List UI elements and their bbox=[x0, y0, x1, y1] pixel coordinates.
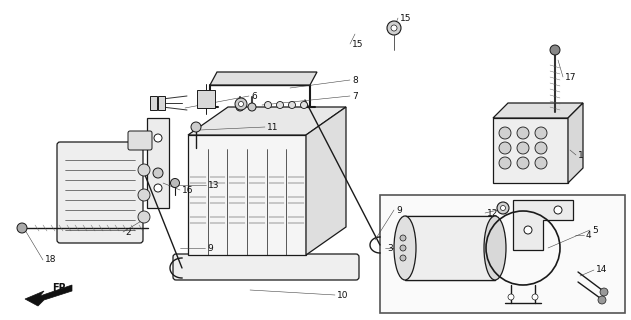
Circle shape bbox=[300, 101, 307, 108]
Text: 13: 13 bbox=[208, 180, 220, 189]
Circle shape bbox=[138, 211, 150, 223]
Circle shape bbox=[236, 103, 244, 111]
Circle shape bbox=[288, 101, 295, 108]
Polygon shape bbox=[405, 216, 495, 280]
Text: 1: 1 bbox=[578, 150, 584, 159]
Text: 5: 5 bbox=[592, 226, 598, 235]
Circle shape bbox=[532, 294, 538, 300]
Circle shape bbox=[138, 164, 150, 176]
Ellipse shape bbox=[394, 216, 416, 280]
Polygon shape bbox=[25, 285, 72, 306]
Circle shape bbox=[400, 245, 406, 251]
Ellipse shape bbox=[484, 216, 506, 280]
Circle shape bbox=[154, 134, 162, 142]
Text: 9: 9 bbox=[207, 244, 213, 252]
Circle shape bbox=[500, 205, 505, 211]
Text: 11: 11 bbox=[267, 123, 278, 132]
Circle shape bbox=[17, 223, 27, 233]
Text: 15: 15 bbox=[400, 13, 411, 22]
Polygon shape bbox=[306, 107, 346, 255]
Circle shape bbox=[535, 157, 547, 169]
Circle shape bbox=[154, 184, 162, 192]
Polygon shape bbox=[188, 107, 346, 135]
Circle shape bbox=[235, 98, 247, 110]
Circle shape bbox=[391, 25, 397, 31]
Circle shape bbox=[387, 21, 401, 35]
Circle shape bbox=[170, 179, 179, 188]
Polygon shape bbox=[158, 96, 165, 110]
Circle shape bbox=[138, 189, 150, 201]
Circle shape bbox=[191, 122, 201, 132]
Circle shape bbox=[550, 45, 560, 55]
Text: FR.: FR. bbox=[52, 283, 70, 293]
Text: 14: 14 bbox=[596, 266, 608, 275]
Text: 16: 16 bbox=[182, 186, 194, 195]
Circle shape bbox=[598, 296, 606, 304]
Text: 17: 17 bbox=[565, 73, 577, 82]
Polygon shape bbox=[210, 72, 317, 85]
Text: 3: 3 bbox=[387, 244, 392, 252]
Polygon shape bbox=[513, 200, 573, 250]
Circle shape bbox=[400, 235, 406, 241]
Circle shape bbox=[600, 288, 608, 296]
Circle shape bbox=[517, 142, 529, 154]
Text: 9: 9 bbox=[396, 205, 402, 214]
Text: 4: 4 bbox=[586, 230, 592, 239]
Circle shape bbox=[497, 202, 509, 214]
Text: 8: 8 bbox=[352, 76, 358, 84]
Polygon shape bbox=[150, 96, 157, 110]
Polygon shape bbox=[147, 118, 169, 208]
Text: 6: 6 bbox=[251, 92, 257, 100]
Circle shape bbox=[535, 127, 547, 139]
Polygon shape bbox=[188, 135, 306, 255]
Circle shape bbox=[499, 157, 511, 169]
Circle shape bbox=[517, 157, 529, 169]
Circle shape bbox=[248, 103, 256, 111]
Circle shape bbox=[535, 142, 547, 154]
Polygon shape bbox=[493, 118, 568, 183]
Circle shape bbox=[499, 142, 511, 154]
Circle shape bbox=[400, 255, 406, 261]
Polygon shape bbox=[493, 103, 583, 118]
Circle shape bbox=[508, 294, 514, 300]
Polygon shape bbox=[197, 90, 215, 108]
Bar bbox=[380, 195, 625, 313]
Circle shape bbox=[276, 101, 283, 108]
Text: 12: 12 bbox=[487, 209, 498, 218]
Polygon shape bbox=[568, 103, 583, 183]
Circle shape bbox=[554, 206, 562, 214]
Text: 18: 18 bbox=[45, 255, 57, 265]
Circle shape bbox=[264, 101, 271, 108]
Text: 7: 7 bbox=[352, 92, 358, 100]
FancyBboxPatch shape bbox=[128, 131, 152, 150]
FancyBboxPatch shape bbox=[57, 142, 143, 243]
Text: 15: 15 bbox=[352, 39, 363, 49]
Text: 10: 10 bbox=[337, 291, 348, 300]
Circle shape bbox=[239, 101, 244, 107]
Circle shape bbox=[153, 168, 163, 178]
Circle shape bbox=[524, 226, 532, 234]
Circle shape bbox=[517, 127, 529, 139]
FancyBboxPatch shape bbox=[173, 254, 359, 280]
Text: 2: 2 bbox=[125, 228, 131, 236]
Circle shape bbox=[499, 127, 511, 139]
